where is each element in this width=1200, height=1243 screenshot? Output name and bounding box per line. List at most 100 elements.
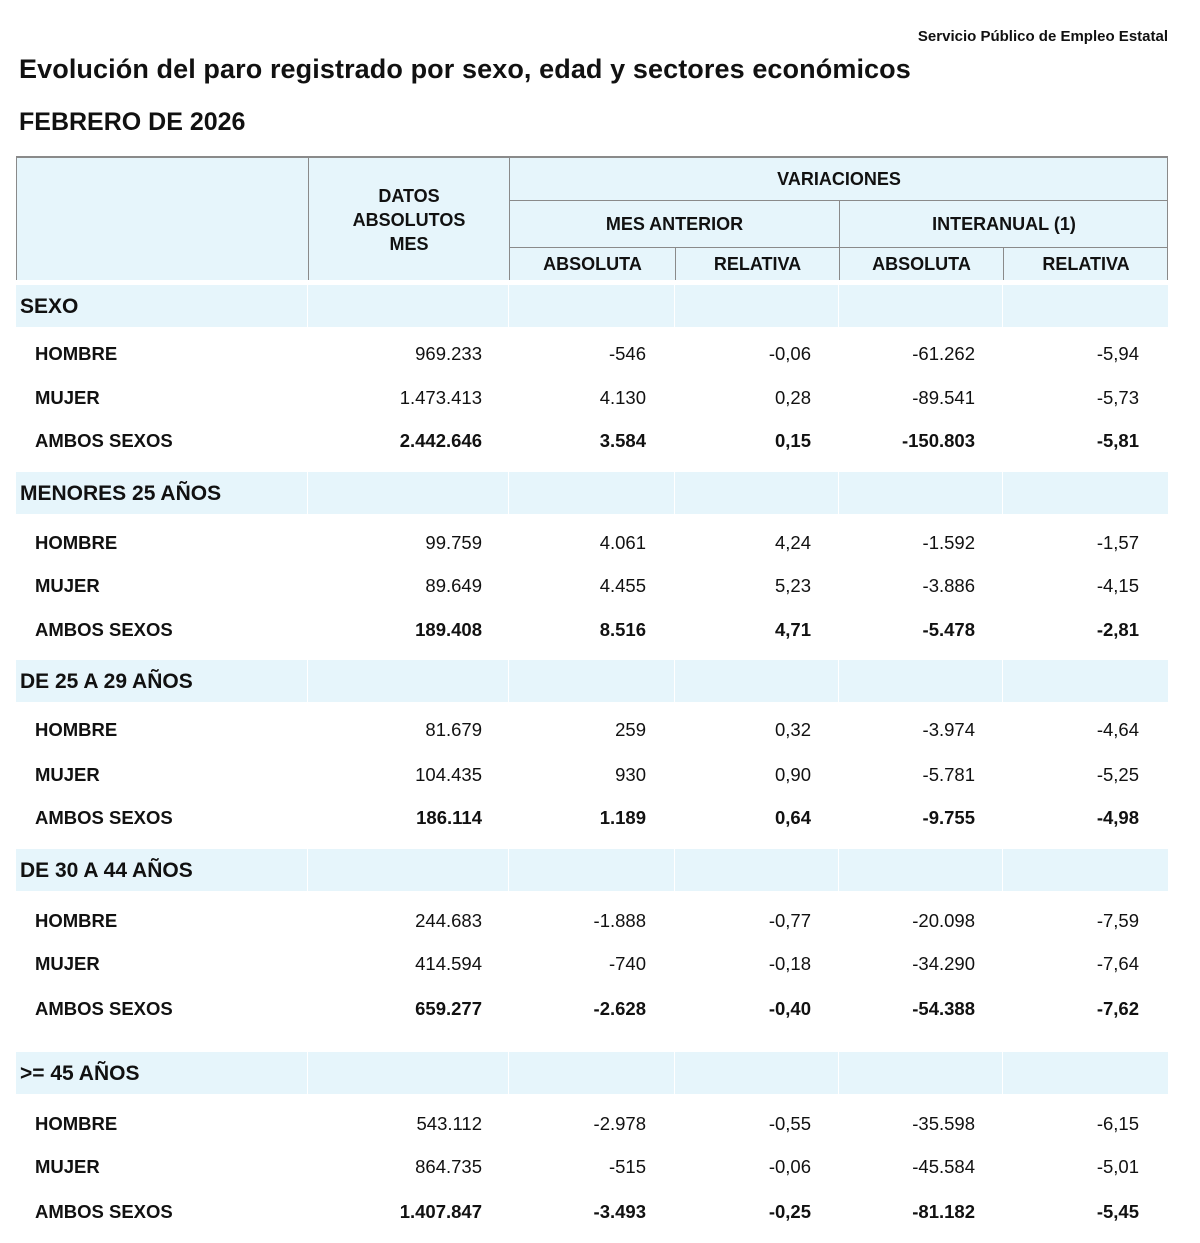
cell-interanual-relativa: -7,64 (1096, 953, 1139, 974)
cell-mes-relativa: -0,06 (768, 343, 811, 364)
table-row: HOMBRE 99.759 4.061 4,24 -1.592 -1,57 (16, 528, 1168, 558)
cell-datos: 99.759 (425, 532, 482, 553)
table-row: MUJER 1.473.413 4.130 0,28 -89.541 -5,73 (16, 383, 1168, 413)
cell-mes-absoluta: 8.516 (599, 619, 646, 640)
cell-interanual-absoluta: -61.262 (912, 343, 975, 364)
section-divider (508, 1052, 509, 1094)
cell-datos: 186.114 (416, 807, 482, 828)
cell-mes-absoluta: -2.978 (593, 1113, 646, 1134)
cell-mes-absoluta: -740 (608, 953, 646, 974)
header-divider (509, 200, 1167, 201)
section-divider (1002, 472, 1003, 514)
page-subtitle: FEBRERO DE 2026 (19, 108, 246, 136)
row-label: AMBOS SEXOS (35, 619, 173, 640)
table-row-total: AMBOS SEXOS 659.277 -2.628 -0,40 -54.388… (16, 994, 1168, 1024)
header-absoluta-interanual: ABSOLUTA (872, 253, 971, 274)
section-divider (1002, 285, 1003, 327)
cell-datos: 89.649 (425, 575, 482, 596)
section-divider (508, 285, 509, 327)
cell-mes-relativa: 5,23 (774, 575, 811, 596)
section-divider (307, 285, 308, 327)
row-label: HOMBRE (35, 343, 118, 364)
section-divider (674, 849, 675, 891)
row-label: MUJER (35, 953, 100, 974)
cell-interanual-absoluta: -35.598 (912, 1113, 975, 1134)
row-label: MUJER (35, 575, 100, 596)
page-title: Evolución del paro registrado por sexo, … (19, 54, 911, 84)
table-row-total: AMBOS SEXOS 1.407.847 -3.493 -0,25 -81.1… (16, 1197, 1168, 1227)
cell-interanual-relativa: -6,15 (1096, 1113, 1139, 1134)
cell-mes-relativa: 4,71 (774, 619, 811, 640)
section-divider (508, 660, 509, 702)
table-row: HOMBRE 81.679 259 0,32 -3.974 -4,64 (16, 715, 1168, 745)
section-divider (838, 660, 839, 702)
cell-interanual-absoluta: -5.781 (922, 764, 975, 785)
cell-interanual-relativa: -7,62 (1096, 998, 1139, 1019)
cell-mes-relativa: -0,40 (768, 998, 811, 1019)
row-label: AMBOS SEXOS (35, 430, 173, 451)
cell-interanual-absoluta: -3.886 (922, 575, 975, 596)
header-absoluta-mes: ABSOLUTA (543, 253, 642, 274)
table-row: HOMBRE 969.233 -546 -0,06 -61.262 -5,94 (16, 339, 1168, 369)
cell-mes-absoluta: 1.189 (599, 807, 646, 828)
table-row-total: AMBOS SEXOS 189.408 8.516 4,71 -5.478 -2… (16, 615, 1168, 645)
section-divider (307, 472, 308, 514)
cell-interanual-absoluta: -3.974 (922, 719, 975, 740)
header-divider (509, 158, 510, 280)
cell-mes-relativa: -0,18 (768, 953, 811, 974)
cell-interanual-relativa: -5,81 (1096, 430, 1139, 451)
section-divider (674, 285, 675, 327)
section-divider (508, 472, 509, 514)
cell-mes-absoluta: -3.493 (593, 1201, 646, 1222)
row-label: AMBOS SEXOS (35, 998, 173, 1019)
header-divider (675, 248, 676, 280)
cell-interanual-relativa: -5,94 (1096, 343, 1139, 364)
table-row-total: AMBOS SEXOS 186.114 1.189 0,64 -9.755 -4… (16, 803, 1168, 833)
cell-datos: 1.473.413 (399, 387, 482, 408)
section-header: MENORES 25 AÑOS (16, 472, 1168, 514)
table-header: DATOS ABSOLUTOS MES VARIACIONES MES ANTE… (16, 156, 1168, 280)
section-header: >= 45 AÑOS (16, 1052, 1168, 1094)
section-divider (838, 1052, 839, 1094)
row-label: HOMBRE (35, 719, 118, 740)
cell-mes-relativa: 0,15 (774, 430, 811, 451)
cell-mes-absoluta: -2.628 (593, 998, 646, 1019)
header-divider (839, 201, 840, 280)
header-divider (1003, 248, 1004, 280)
table-row: MUJER 89.649 4.455 5,23 -3.886 -4,15 (16, 571, 1168, 601)
cell-datos: 244.683 (415, 910, 482, 931)
cell-interanual-relativa: -1,57 (1096, 532, 1139, 553)
cell-interanual-absoluta: -54.388 (912, 998, 975, 1019)
header-variaciones: VARIACIONES (777, 169, 901, 189)
section-divider (838, 285, 839, 327)
cell-mes-relativa: -0,06 (768, 1156, 811, 1177)
section-header: DE 30 A 44 AÑOS (16, 849, 1168, 891)
section-divider (307, 849, 308, 891)
cell-interanual-relativa: -7,59 (1096, 910, 1139, 931)
row-label: MUJER (35, 387, 100, 408)
cell-datos: 104.435 (415, 764, 482, 785)
cell-interanual-relativa: -5,73 (1096, 387, 1139, 408)
cell-interanual-relativa: -5,45 (1096, 1201, 1139, 1222)
cell-mes-relativa: 4,24 (774, 532, 811, 553)
section-title: MENORES 25 AÑOS (20, 482, 222, 505)
row-label: HOMBRE (35, 1113, 118, 1134)
table-row: MUJER 414.594 -740 -0,18 -34.290 -7,64 (16, 949, 1168, 979)
section-header: SEXO (16, 285, 1168, 327)
cell-datos: 659.277 (415, 998, 482, 1019)
source-label: Servicio Público de Empleo Estatal (917, 28, 1168, 45)
row-label: MUJER (35, 1156, 100, 1177)
header-divider (308, 158, 309, 280)
table-row: MUJER 864.735 -515 -0,06 -45.584 -5,01 (16, 1152, 1168, 1182)
cell-mes-absoluta: 3.584 (599, 430, 646, 451)
cell-interanual-relativa: -4,98 (1096, 807, 1139, 828)
section-divider (1002, 660, 1003, 702)
table-row: HOMBRE 244.683 -1.888 -0,77 -20.098 -7,5… (16, 906, 1168, 936)
header-mes-anterior: MES ANTERIOR (605, 214, 744, 234)
section-divider (674, 472, 675, 514)
table-row: HOMBRE 543.112 -2.978 -0,55 -35.598 -6,1… (16, 1109, 1168, 1139)
cell-interanual-relativa: -2,81 (1096, 619, 1139, 640)
section-divider (838, 849, 839, 891)
cell-interanual-absoluta: -150.803 (901, 430, 975, 451)
cell-mes-absoluta: 4.455 (599, 575, 646, 596)
